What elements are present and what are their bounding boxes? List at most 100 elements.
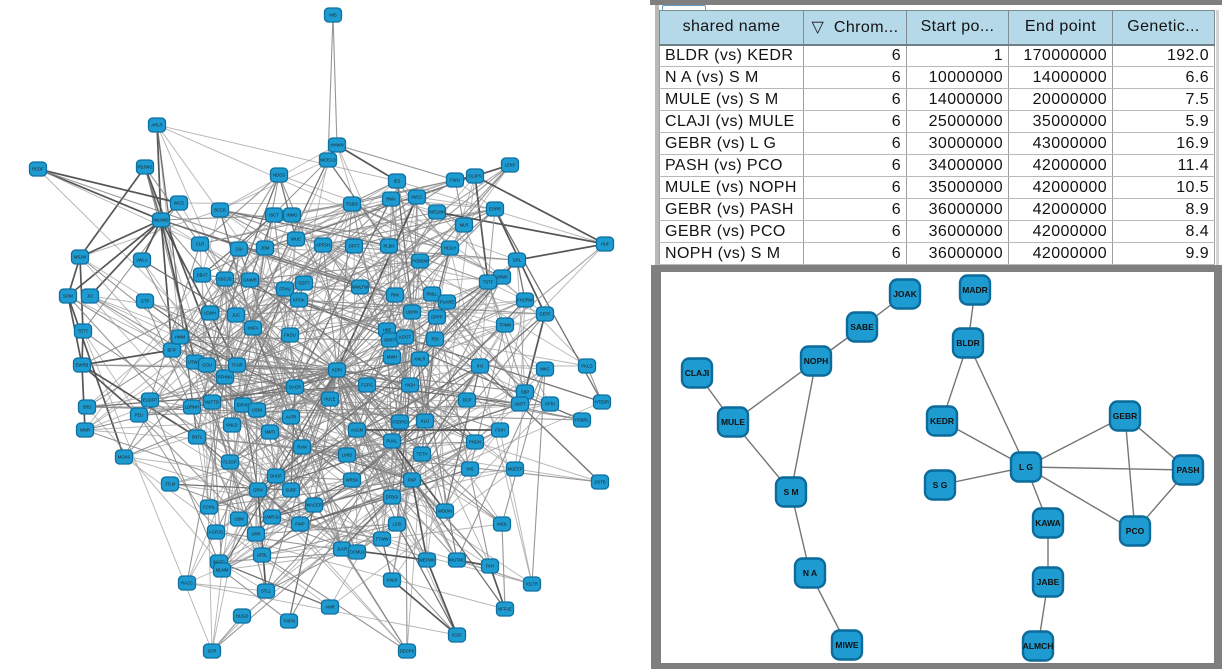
svg-text:FKOU: FKOU <box>284 333 296 338</box>
svg-text:HMM: HMM <box>175 335 186 340</box>
svg-text:POBBW: POBBW <box>412 259 428 264</box>
svg-text:GDFT: GDFT <box>298 281 310 286</box>
svg-text:AATR: AATR <box>286 415 297 420</box>
svg-text:GRL: GRL <box>513 258 522 263</box>
svg-text:UBM: UBM <box>234 517 244 522</box>
svg-text:KNLR: KNLR <box>414 357 425 362</box>
svg-text:MIWE: MIWE <box>835 640 858 650</box>
svg-text:HUGO: HUGO <box>236 614 249 619</box>
svg-text:HBE: HBE <box>383 328 392 333</box>
svg-text:WELMH: WELMH <box>429 210 445 215</box>
svg-text:LEKP: LEKP <box>505 163 516 168</box>
svg-text:LBRNH: LBRNH <box>185 405 199 410</box>
svg-text:OLJPS: OLJPS <box>468 174 481 179</box>
svg-text:SSCJG: SSCJG <box>218 277 232 282</box>
svg-text:WEFWK: WEFWK <box>419 558 435 563</box>
svg-text:AGRJG: AGRJG <box>209 530 223 535</box>
svg-text:DHOF: DHOF <box>270 474 282 479</box>
svg-text:PSBRL: PSBRL <box>575 418 589 423</box>
svg-text:FWU: FWU <box>450 178 460 183</box>
svg-text:CLAJI: CLAJI <box>685 368 710 378</box>
svg-text:WNR: WNR <box>80 428 90 433</box>
svg-text:PKLG: PKLG <box>581 364 592 369</box>
svg-text:JTLM: JTLM <box>165 482 176 487</box>
svg-text:MWH: MWH <box>387 355 397 360</box>
svg-text:GRM: GRM <box>253 488 263 493</box>
svg-text:JCI: JCI <box>87 294 93 299</box>
svg-text:URR: URR <box>251 532 260 537</box>
svg-text:KWJI: KWJI <box>387 578 397 583</box>
svg-text:UWRJU: UWRJU <box>264 515 279 520</box>
svg-text:HUF: HUF <box>601 242 610 247</box>
svg-text:OCMUJ: OCMUJ <box>350 550 365 555</box>
svg-text:RACC: RACC <box>181 581 193 586</box>
svg-text:KAWA: KAWA <box>1035 518 1061 528</box>
svg-text:USNI: USNI <box>252 408 262 413</box>
svg-text:HIGH: HIGH <box>405 383 415 388</box>
svg-text:EIPHC: EIPHC <box>237 403 250 408</box>
svg-text:SABE: SABE <box>850 322 874 332</box>
svg-text:MGNS: MGNS <box>118 455 131 460</box>
svg-text:FNP: FNP <box>408 478 417 483</box>
svg-text:NFFAE: NFFAE <box>498 607 512 612</box>
svg-text:KDRI: KDRI <box>332 368 342 373</box>
svg-text:KNLD: KNLD <box>226 423 237 428</box>
svg-text:GNWR: GNWR <box>243 278 256 283</box>
svg-text:HULE: HULE <box>324 397 335 402</box>
svg-text:WDOKI: WDOKI <box>438 509 452 514</box>
svg-text:BFIF: BFIF <box>167 348 177 353</box>
svg-text:HCILH: HCILH <box>444 246 457 251</box>
svg-text:IWCC: IWCC <box>411 195 422 200</box>
svg-text:JJU: JJU <box>235 247 242 252</box>
svg-text:BLDR: BLDR <box>956 338 980 348</box>
svg-text:FSIH: FSIH <box>495 428 505 433</box>
svg-text:EWRB: EWRB <box>76 363 89 368</box>
svg-text:TFUR: TFUR <box>231 363 242 368</box>
svg-text:RCDF: RCDF <box>32 167 44 172</box>
svg-text:DPPP: DPPP <box>431 315 443 320</box>
svg-text:RAM: RAM <box>297 445 307 450</box>
svg-text:UFBL: UFBL <box>257 553 268 558</box>
svg-text:SBP: SBP <box>521 390 530 395</box>
svg-text:S M: S M <box>783 487 798 497</box>
svg-text:CLR: CLR <box>196 242 204 247</box>
svg-text:SCR: SCR <box>208 649 217 654</box>
svg-text:AAGM: AAGM <box>351 428 364 433</box>
svg-text:S G: S G <box>933 480 948 490</box>
svg-text:DAGR: DAGR <box>289 385 301 390</box>
svg-text:NDGS: NDGS <box>273 173 285 178</box>
svg-text:HHWN: HHWN <box>330 143 343 148</box>
svg-text:L G: L G <box>1019 462 1033 472</box>
svg-text:IOLTR: IOLTR <box>526 582 538 587</box>
svg-text:MSJW: MSJW <box>74 255 86 260</box>
svg-text:PDI: PDI <box>432 337 439 342</box>
svg-text:JLKR: JLKR <box>337 547 347 552</box>
svg-text:IHJ: IHJ <box>477 364 483 369</box>
svg-text:PUKL: PUKL <box>387 439 399 444</box>
svg-text:FODRO: FODRO <box>392 420 408 425</box>
svg-text:FKH: FKH <box>486 564 494 569</box>
svg-text:WRSK: WRSK <box>346 478 359 483</box>
svg-text:EUDFP: EUDFP <box>143 398 157 403</box>
svg-text:RWA: RWA <box>386 197 396 202</box>
svg-text:RMLL: RMLL <box>426 292 438 297</box>
svg-text:MKC: MKC <box>540 367 549 372</box>
svg-text:ALMCH: ALMCH <box>1023 641 1054 651</box>
svg-text:MADR: MADR <box>962 285 988 295</box>
svg-text:CCIHL: CCIHL <box>203 505 216 510</box>
svg-text:PLBH: PLBH <box>384 244 395 249</box>
svg-text:FLSSP: FLSSP <box>223 460 236 465</box>
svg-text:UDHN: UDHN <box>406 310 418 315</box>
svg-text:WCG: WCG <box>174 201 184 206</box>
svg-text:SOW: SOW <box>63 294 73 299</box>
svg-text:ICGF: ICGF <box>452 633 462 638</box>
svg-text:JUC: JUC <box>232 313 240 318</box>
svg-text:JOAK: JOAK <box>893 289 917 299</box>
svg-text:TGBSI: TGBSI <box>346 202 359 207</box>
svg-text:MLTTD: MLTTD <box>205 400 219 405</box>
svg-text:SUBF: SUBF <box>285 488 297 493</box>
svg-text:STLL: STLL <box>261 589 272 594</box>
svg-text:MIS: MIS <box>329 13 337 18</box>
svg-text:DCP: DCP <box>463 398 472 403</box>
svg-text:PEU: PEU <box>135 413 144 418</box>
